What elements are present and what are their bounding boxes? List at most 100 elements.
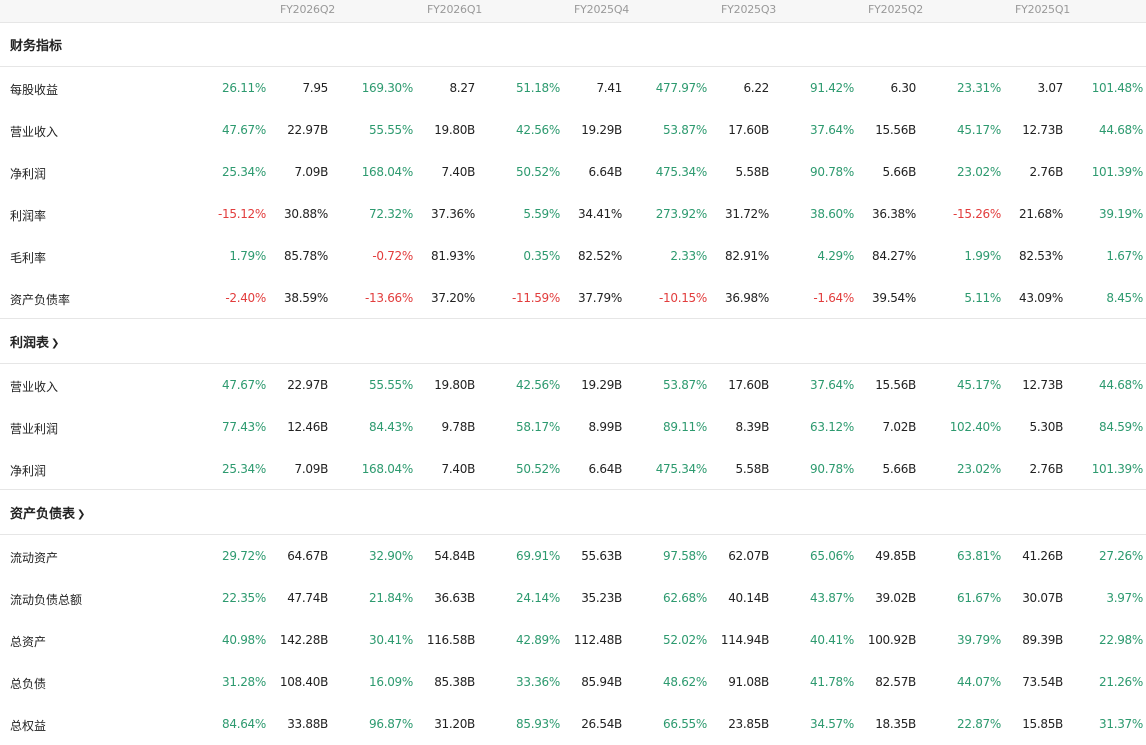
yoy-change-value: 16.09% <box>369 675 413 689</box>
metric-value: 40.14B <box>728 591 769 605</box>
yoy-change-value: 61.67% <box>957 591 1001 605</box>
metric-value: 39.54% <box>872 291 916 305</box>
metric-value: 30.07B <box>1022 591 1063 605</box>
metric-value: 43.09% <box>1019 291 1063 305</box>
metric-value: 114.94B <box>720 633 769 647</box>
metric-value: 37.20% <box>431 291 475 305</box>
quarter-header: FY2026Q1 <box>427 3 483 16</box>
metric-value: 26.54B <box>581 717 622 731</box>
row-label: 营业收入 <box>10 380 59 394</box>
metric-value: 12.46B <box>287 420 328 434</box>
row-label: 流动资产 <box>10 551 59 565</box>
metric-value: 39.02B <box>875 591 916 605</box>
yoy-change-value: 40.98% <box>222 633 266 647</box>
yoy-change-value: 77.43% <box>222 420 266 434</box>
quarter-header-row: FY2026Q2 FY2026Q1 FY2025Q4 FY2025Q3 FY20… <box>0 0 1146 23</box>
yoy-change-value: 26.11% <box>222 81 266 95</box>
yoy-change-value: 50.52% <box>516 165 560 179</box>
yoy-change-value: 22.35% <box>222 591 266 605</box>
yoy-change-value: 0.35% <box>523 249 560 263</box>
yoy-change-value: 45.17% <box>957 123 1001 137</box>
section-header-2[interactable]: 利润表 ❯ <box>0 319 1146 364</box>
yoy-change-value: 63.12% <box>810 420 854 434</box>
table-row: 流动负债总额 22.35% 47.74B 21.84% 36.63B 24.14% 35.2… <box>0 577 1146 619</box>
metric-value: 62.07B <box>728 549 769 563</box>
yoy-change-value: 39.19% <box>1099 207 1143 221</box>
metric-value: 5.58B <box>735 462 770 476</box>
section-title[interactable]: 利润表 ❯ <box>10 332 59 351</box>
yoy-change-value: 475.34% <box>655 462 708 476</box>
yoy-change-value: 23.02% <box>957 165 1001 179</box>
metric-value: 100.92B <box>867 633 916 647</box>
row-label: 每股收益 <box>10 83 59 97</box>
section-title[interactable]: 资产负债表 ❯ <box>10 503 85 522</box>
section-header-3[interactable]: 资产负债表 ❯ <box>0 490 1146 535</box>
yoy-change-value: 101.39% <box>1091 462 1144 476</box>
metric-value: 85.38B <box>434 675 475 689</box>
metric-value: 37.36% <box>431 207 475 221</box>
yoy-change-value: 25.34% <box>222 462 266 476</box>
yoy-change-value: 47.67% <box>222 123 266 137</box>
metric-value: 17.60B <box>728 378 769 392</box>
metric-value: 15.56B <box>875 123 916 137</box>
metric-value: 3.07 <box>1037 81 1063 95</box>
yoy-change-value: 2.33% <box>670 249 707 263</box>
metric-value: 12.73B <box>1022 123 1063 137</box>
metric-value: 9.78B <box>441 420 476 434</box>
yoy-change-value: 29.72% <box>222 549 266 563</box>
yoy-change-value: 5.59% <box>523 207 560 221</box>
yoy-change-value: 168.04% <box>361 165 414 179</box>
yoy-change-value: -13.66% <box>365 291 413 305</box>
metric-value: 7.40B <box>441 165 476 179</box>
yoy-change-value: -15.26% <box>953 207 1001 221</box>
table-row: 营业利润 77.43% 12.46B 84.43% 9.78B 58.17% 8.99B 89… <box>0 406 1146 448</box>
quarter-header: FY2025Q3 <box>721 3 777 16</box>
yoy-change-value: 84.43% <box>369 420 413 434</box>
metric-value: 22.97B <box>287 123 328 137</box>
yoy-change-value: 475.34% <box>655 165 708 179</box>
yoy-change-value: 37.64% <box>810 378 854 392</box>
yoy-change-value: 42.56% <box>516 378 560 392</box>
metric-value: 8.99B <box>588 420 623 434</box>
section-title-text: 财务指标 <box>10 39 63 54</box>
metric-value: 19.29B <box>581 123 622 137</box>
metric-value: 7.41 <box>596 81 622 95</box>
row-label: 总权益 <box>10 719 47 733</box>
row-label: 总资产 <box>10 635 47 649</box>
yoy-change-value: 39.79% <box>957 633 1001 647</box>
table-row: 总权益 84.64% 33.88B 96.87% 31.20B 85.93% 26.54B 6… <box>0 703 1146 745</box>
metric-value: 5.30B <box>1029 420 1064 434</box>
metric-value: 15.56B <box>875 378 916 392</box>
yoy-change-value: 62.68% <box>663 591 707 605</box>
row-label: 利润率 <box>10 209 47 223</box>
metric-value: 116.58B <box>426 633 475 647</box>
chevron-right-icon: ❯ <box>51 338 60 349</box>
table-row: 总资产 40.98% 142.28B 30.41% 116.58B 42.89% 112.4… <box>0 619 1146 661</box>
section-divider <box>0 318 1146 319</box>
metric-value: 7.09B <box>294 462 329 476</box>
table-row: 每股收益 26.11% 7.95 169.30% 8.27 51.18% 7.41 477.9… <box>0 67 1146 109</box>
yoy-change-value: 8.45% <box>1106 291 1143 305</box>
yoy-change-value: -1.64% <box>813 291 854 305</box>
row-label: 净利润 <box>10 167 47 181</box>
metric-value: 55.63B <box>581 549 622 563</box>
metric-value: 49.85B <box>875 549 916 563</box>
section-header-1: 财务指标 <box>0 22 1146 67</box>
yoy-change-value: 85.93% <box>516 717 560 731</box>
yoy-change-value: 169.30% <box>361 81 414 95</box>
yoy-change-value: 477.97% <box>655 81 708 95</box>
yoy-change-value: 23.31% <box>957 81 1001 95</box>
section-title-text: 利润表 <box>10 336 50 351</box>
metric-value: 54.84B <box>434 549 475 563</box>
section-divider <box>0 489 1146 490</box>
row-label: 总负债 <box>10 677 47 691</box>
yoy-change-value: 55.55% <box>369 378 413 392</box>
yoy-change-value: -2.40% <box>225 291 266 305</box>
yoy-change-value: 53.87% <box>663 123 707 137</box>
yoy-change-value: 45.17% <box>957 378 1001 392</box>
metric-value: 15.85B <box>1022 717 1063 731</box>
metric-value: 5.66B <box>882 462 917 476</box>
yoy-change-value: 1.67% <box>1106 249 1143 263</box>
metric-value: 19.80B <box>434 378 475 392</box>
